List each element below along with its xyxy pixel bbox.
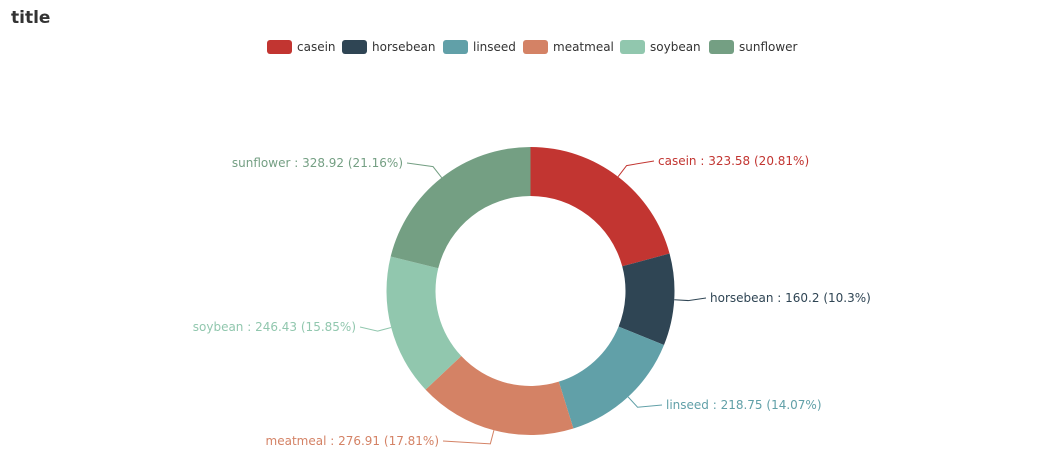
legend-label-sunflower: sunflower (739, 40, 798, 54)
slice-sunflower[interactable] (390, 147, 531, 269)
legend-item-linseed[interactable]: linseed (443, 38, 516, 56)
legend-item-sunflower[interactable]: sunflower (709, 38, 798, 56)
legend-swatch-meatmeal (523, 40, 548, 54)
slice-horsebean[interactable] (618, 253, 675, 345)
leader-line-meatmeal (442, 430, 495, 445)
leader-line-sunflower (406, 162, 443, 178)
leader-line-soybean (359, 326, 392, 332)
slice-meatmeal[interactable] (425, 356, 574, 436)
legend-item-soybean[interactable]: soybean (620, 38, 701, 56)
legend-swatch-sunflower (709, 40, 734, 54)
slice-linseed[interactable] (558, 326, 664, 429)
legend-item-casein[interactable]: casein (267, 38, 336, 56)
legend-item-horsebean[interactable]: horsebean (342, 38, 435, 56)
slice-casein[interactable] (530, 147, 670, 267)
slice-soybean[interactable] (386, 256, 462, 390)
slice-label-sunflower: sunflower : 328.92 (21.16%) (232, 156, 403, 170)
slice-labels: casein : 323.58 (20.81%) horsebean : 160… (193, 154, 871, 448)
legend-label-soybean: soybean (650, 40, 701, 54)
legend-swatch-horsebean (342, 40, 367, 54)
leader-line-casein (617, 160, 655, 178)
chart-title: title (11, 8, 51, 28)
slice-label-meatmeal: meatmeal : 276.91 (17.81%) (266, 434, 439, 448)
slice-label-soybean: soybean : 246.43 (15.85%) (193, 320, 356, 334)
legend-label-casein: casein (297, 40, 336, 54)
slices (386, 147, 675, 436)
slice-label-casein: casein : 323.58 (20.81%) (658, 154, 809, 168)
legend-label-horsebean: horsebean (372, 40, 436, 54)
leader-line-linseed (627, 396, 663, 408)
legend-swatch-casein (267, 40, 292, 54)
legend-item-meatmeal[interactable]: meatmeal (523, 38, 614, 56)
legend-label-meatmeal: meatmeal (553, 40, 614, 54)
legend-swatch-linseed (443, 40, 468, 54)
leader-lines (359, 160, 707, 445)
legend-swatch-soybean (620, 40, 645, 54)
slice-label-linseed: linseed : 218.75 (14.07%) (666, 398, 822, 412)
leader-line-horsebean (674, 297, 707, 302)
legend-label-linseed: linseed (473, 40, 516, 54)
legend: casein horsebean linseed meatmeal soybea… (0, 38, 1043, 56)
slice-label-horsebean: horsebean : 160.2 (10.3%) (710, 291, 871, 305)
